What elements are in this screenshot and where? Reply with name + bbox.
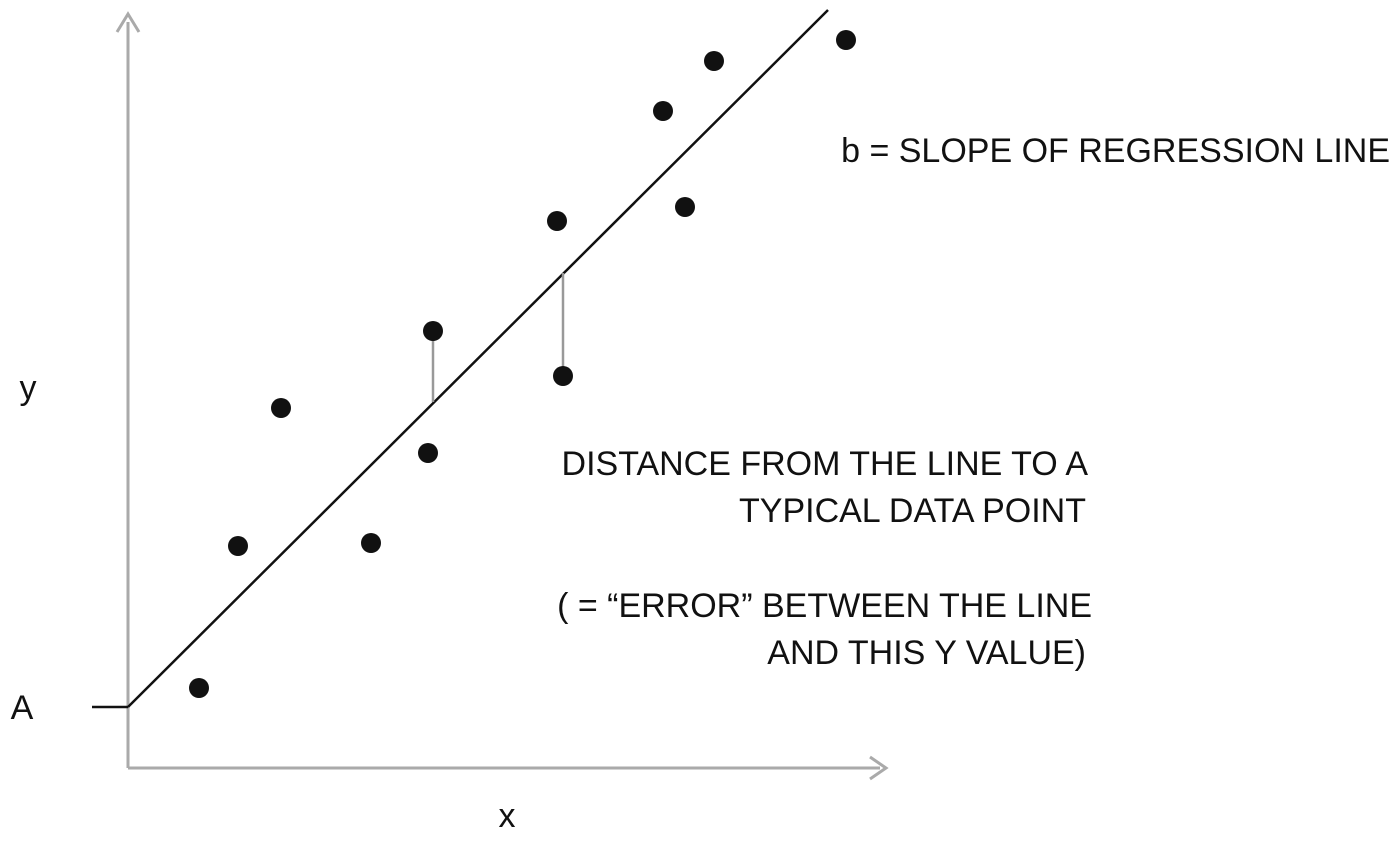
point bbox=[423, 321, 443, 341]
point bbox=[653, 101, 673, 121]
point bbox=[553, 366, 573, 386]
distance-note: DISTANCE FROM THE LINE TO A bbox=[562, 445, 1089, 483]
point bbox=[418, 443, 438, 463]
regression-line bbox=[127, 9, 829, 708]
point bbox=[675, 197, 695, 217]
slope-label: b = SLOPE OF REGRESSION LINE bbox=[841, 132, 1390, 170]
point bbox=[704, 51, 724, 71]
point bbox=[547, 211, 567, 231]
point bbox=[228, 536, 248, 556]
distance-note: TYPICAL DATA POINT bbox=[739, 492, 1086, 530]
y-axis-label: y bbox=[20, 369, 37, 407]
x-axis-arrow bbox=[869, 755, 889, 781]
point bbox=[361, 533, 381, 553]
error-note: ( = “ERROR” BETWEEN THE LINE bbox=[557, 587, 1092, 625]
point bbox=[836, 30, 856, 50]
data-points bbox=[189, 30, 856, 698]
intercept-label: A bbox=[11, 689, 34, 727]
x-axis-label: x bbox=[499, 797, 516, 835]
y-axis-arrow bbox=[115, 11, 141, 33]
point bbox=[189, 678, 209, 698]
error-note: AND THIS Y VALUE) bbox=[767, 634, 1086, 672]
point bbox=[271, 398, 291, 418]
